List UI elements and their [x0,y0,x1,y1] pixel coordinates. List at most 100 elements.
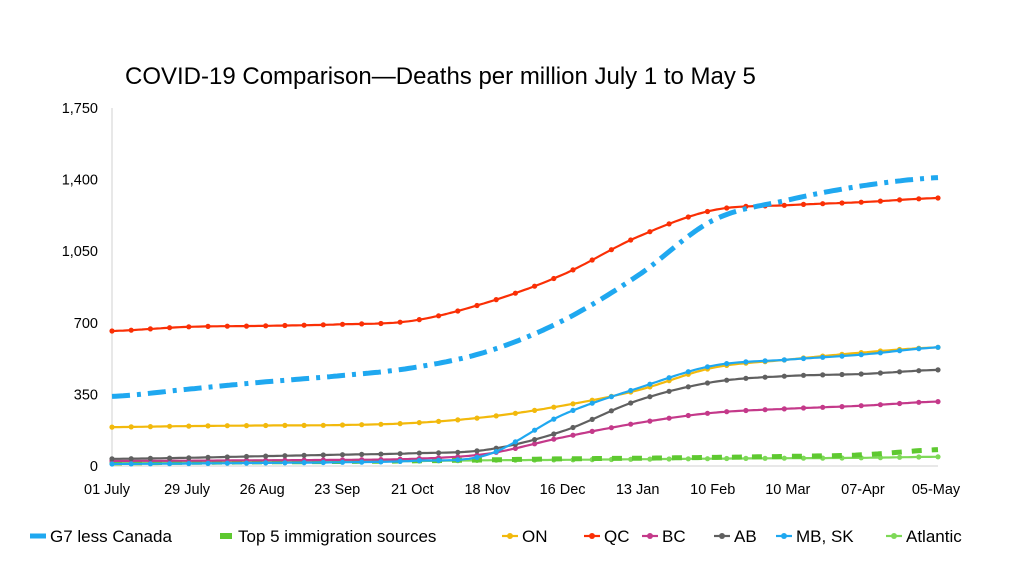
series-line [111,196,939,333]
data-point [743,375,749,381]
data-point [205,460,211,466]
legend-label: ON [522,527,548,546]
data-point [858,371,864,377]
data-point [455,449,461,455]
data-point [128,327,134,333]
data-point [762,455,768,461]
data-point [877,370,884,376]
data-point [551,416,557,422]
data-point [800,405,807,411]
legend-marker [719,533,725,539]
data-point [493,413,499,419]
data-point [455,308,461,314]
data-point [282,322,288,329]
data-point [474,415,480,421]
data-point [781,373,787,379]
series-line [112,400,939,462]
data-point [685,412,691,419]
data-point [858,403,864,409]
data-point [647,456,653,462]
data-point [897,369,903,375]
data-point [186,324,192,330]
data-point [436,450,442,456]
data-point [205,454,211,460]
data-point [935,195,941,201]
x-tick-label: 18 Nov [464,482,511,498]
data-point [339,422,346,428]
data-point [186,460,192,467]
data-point [897,348,903,354]
legend-item-g7-less-canada: G7 less Canada [30,527,172,546]
data-point [647,418,653,424]
data-point [800,455,807,461]
data-point [839,404,845,410]
legend-marker [781,533,787,539]
data-point [628,421,634,427]
legend-label: G7 less Canada [50,527,172,546]
data-point [724,409,730,415]
data-point [359,451,365,457]
data-point [416,458,422,464]
data-point [570,432,576,438]
series-top-5-immigration-sources [112,447,939,466]
data-point [167,423,173,429]
series-layer [109,175,941,467]
data-point [935,454,941,460]
data-point [551,431,557,437]
data-point [263,460,269,466]
data-point [704,456,711,462]
data-point [743,407,749,414]
data-point [608,247,615,253]
data-point [186,455,192,461]
data-point [397,319,403,325]
data-point [263,453,269,459]
x-tick-label: 16 Dec [540,482,586,498]
data-point [339,452,346,458]
data-point [781,202,787,208]
data-point [685,384,691,390]
x-axis-ticks: 01 July 29 July 26 Aug 23 Sep 21 Oct 18 Nov 16… [84,482,961,498]
data-point [820,201,826,207]
data-point [147,326,153,332]
data-point [781,455,787,461]
data-point [762,374,768,380]
data-point [493,449,499,455]
x-tick-label: 26 Aug [240,482,285,498]
data-point [685,214,691,220]
data-point [493,297,499,303]
data-point [877,198,884,204]
data-point [512,439,519,445]
data-point [436,418,442,424]
legend: G7 less Canada Top 5 immigration sources O… [30,527,962,546]
data-point [243,323,250,329]
data-point [647,394,653,400]
data-point [589,257,595,263]
legend-label: QC [604,527,630,546]
data-point [839,353,845,359]
series-qc [109,195,941,334]
data-point [416,450,422,456]
data-point [147,424,153,430]
data-point [608,394,615,400]
legend-marker [589,533,595,539]
data-point [724,455,730,462]
data-point [474,454,480,460]
data-point [378,421,384,427]
data-point [301,452,307,458]
data-point [570,401,576,407]
y-axis-ticks: 0 350 700 1,050 1,400 1,750 [62,101,98,475]
y-tick-label: 0 [90,459,98,475]
data-point [743,359,749,365]
legend-marker [891,533,897,539]
data-point [647,229,653,235]
x-tick-label: 10 Feb [690,482,735,498]
data-point [685,456,691,462]
legend-marker [507,533,513,539]
data-point [704,208,711,215]
data-point [570,424,576,431]
data-point [128,424,134,430]
data-point [589,400,595,406]
data-point [263,323,269,329]
data-point [416,317,422,323]
